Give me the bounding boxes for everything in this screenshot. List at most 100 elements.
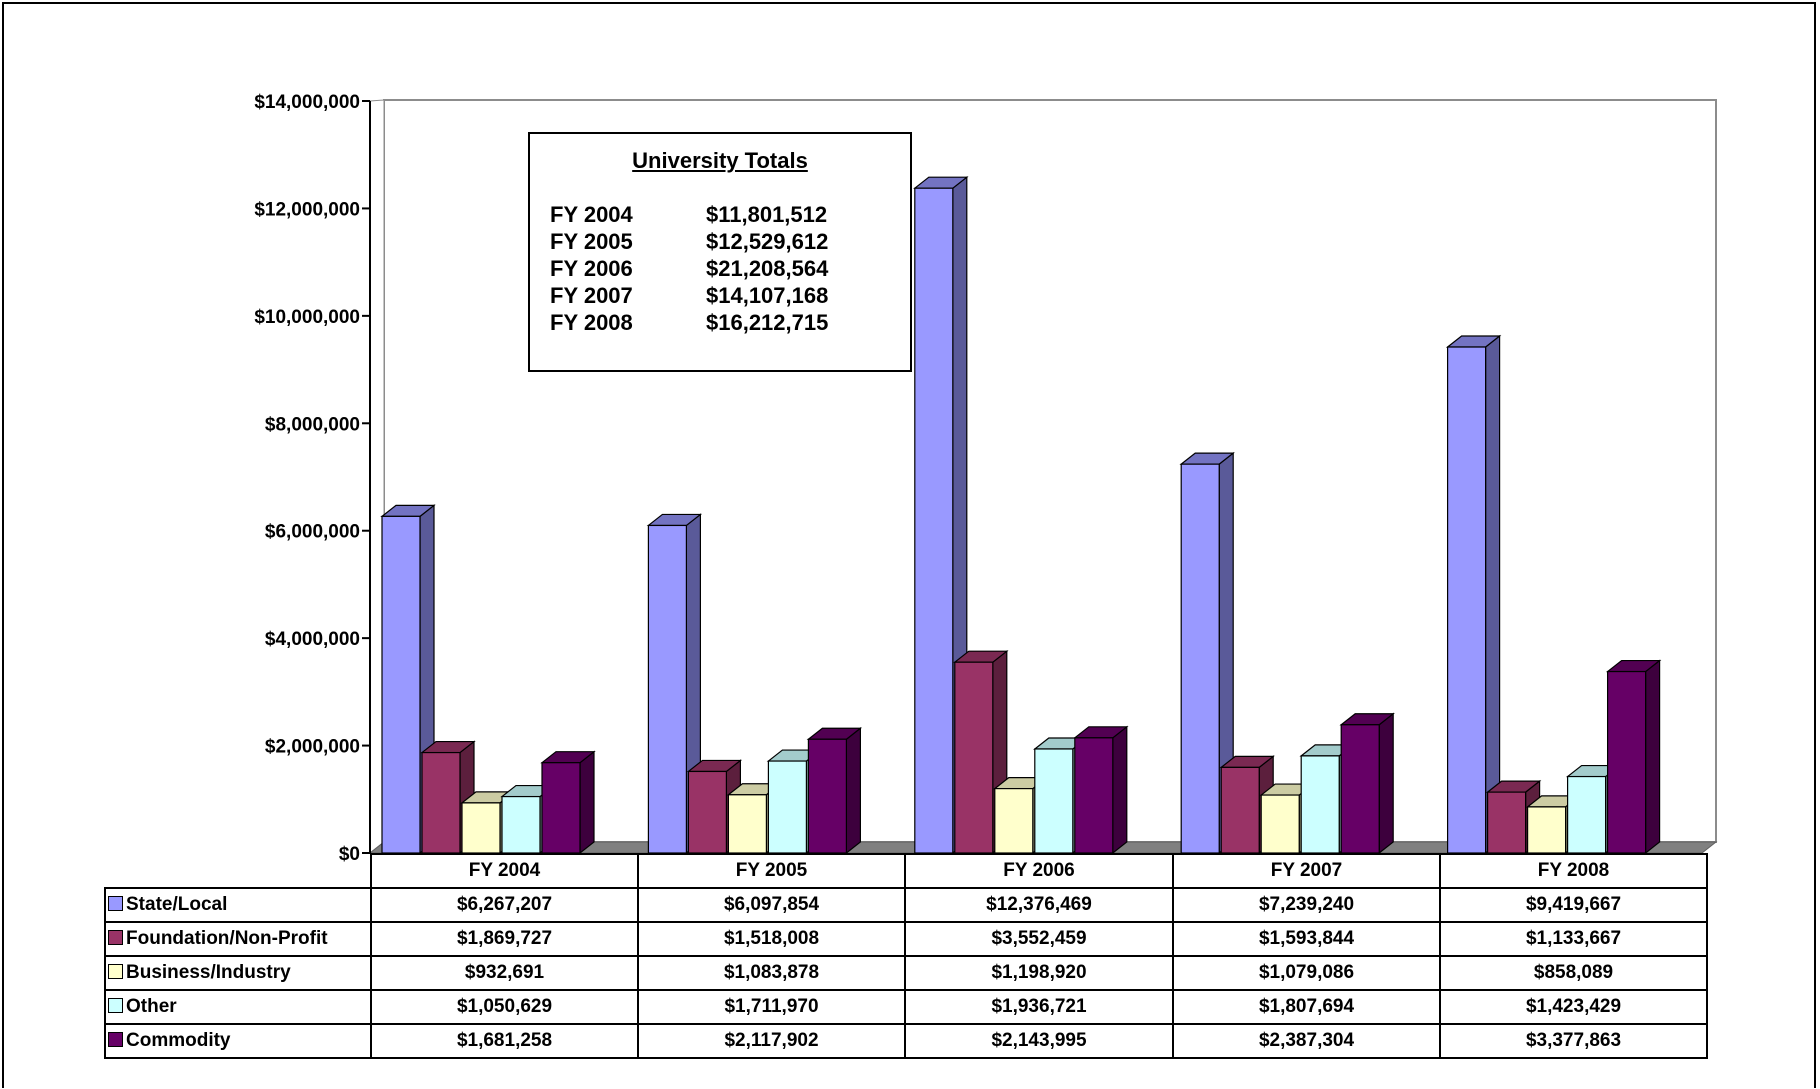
y-tick-label: $2,000,000 — [265, 737, 360, 758]
data-cell: $7,239,240 — [1172, 887, 1441, 923]
bar — [1526, 806, 1567, 854]
bar — [954, 661, 994, 854]
bar — [1340, 724, 1380, 854]
university-totals-box: University Totals FY 2004 $11,801,512 FY… — [528, 132, 912, 372]
data-cell: $1,869,727 — [370, 921, 639, 957]
totals-year: FY 2006 — [550, 256, 633, 281]
series-label: Commodity — [104, 1023, 372, 1059]
bar — [381, 515, 421, 854]
bar — [501, 795, 541, 854]
table-row: Commodity $1,681,258 $2,117,902 $2,143,9… — [104, 1023, 1708, 1059]
bar — [687, 770, 728, 854]
category-label: FY 2006 — [904, 853, 1174, 889]
bar-side — [1484, 334, 1501, 855]
y-tick-label: $8,000,000 — [265, 414, 360, 435]
bar — [1220, 766, 1260, 854]
totals-value: $16,212,715 — [706, 310, 829, 335]
table-row: Other $1,050,629 $1,711,970 $1,936,721 $… — [104, 989, 1708, 1025]
bar — [914, 187, 954, 854]
series-label: State/Local — [104, 887, 372, 923]
bar — [1034, 748, 1074, 854]
data-cell: $1,936,721 — [904, 989, 1174, 1025]
data-cell: $3,377,863 — [1439, 1023, 1708, 1059]
totals-year: FY 2005 — [550, 229, 633, 254]
totals-value: $21,208,564 — [706, 256, 829, 281]
bar — [461, 802, 501, 854]
bar — [541, 762, 581, 854]
data-cell: $1,198,920 — [904, 955, 1174, 991]
series-label: Foundation/Non-Profit — [104, 921, 372, 957]
data-cell: $1,423,429 — [1439, 989, 1708, 1025]
bar — [807, 738, 848, 854]
legend-swatch — [108, 1032, 123, 1048]
data-cell: $1,711,970 — [637, 989, 906, 1025]
bar — [1300, 755, 1340, 854]
bar — [1180, 463, 1220, 854]
bar — [727, 794, 768, 854]
bar-side — [1378, 712, 1394, 855]
y-tick-label: $14,000,000 — [254, 92, 360, 113]
bar-side — [1112, 725, 1128, 855]
series-name: Commodity — [126, 1030, 231, 1051]
legend-swatch — [108, 964, 123, 980]
data-cell: $6,097,854 — [637, 887, 906, 923]
data-cell: $1,593,844 — [1172, 921, 1441, 957]
series-name: State/Local — [126, 894, 228, 915]
totals-value: $14,107,168 — [706, 283, 829, 308]
category-label: FY 2004 — [370, 853, 639, 889]
bar-side — [845, 727, 862, 855]
data-cell: $1,807,694 — [1172, 989, 1441, 1025]
totals-year: FY 2007 — [550, 283, 633, 308]
legend-swatch — [108, 998, 123, 1014]
bar — [1606, 670, 1647, 854]
bar — [1446, 346, 1487, 854]
category-label: FY 2007 — [1172, 853, 1441, 889]
y-tick-label: $10,000,000 — [254, 307, 360, 328]
y-tick-label: $12,000,000 — [254, 199, 360, 220]
bar — [647, 524, 688, 854]
bar — [1486, 791, 1527, 854]
table-corner — [105, 854, 372, 889]
series-label: Other — [104, 989, 372, 1025]
category-label: FY 2008 — [1439, 853, 1708, 889]
data-cell: $2,387,304 — [1172, 1023, 1441, 1059]
totals-value: $11,801,512 — [706, 202, 828, 227]
table-row: State/Local $6,267,207 $6,097,854 $12,37… — [104, 887, 1708, 923]
data-cell: $6,267,207 — [370, 887, 639, 923]
totals-year: FY 2004 — [550, 202, 633, 227]
series-name: Foundation/Non-Profit — [126, 928, 328, 949]
y-tick-label: $4,000,000 — [265, 629, 360, 650]
bar-side — [579, 750, 595, 855]
totals-value: $12,529,612 — [706, 229, 829, 254]
bar — [1566, 775, 1607, 854]
series-name: Other — [126, 996, 177, 1017]
bar — [994, 788, 1034, 854]
totals-title: University Totals — [632, 148, 808, 173]
table-row: Business/Industry $932,691 $1,083,878 $1… — [104, 955, 1708, 991]
y-tick-label: $6,000,000 — [265, 522, 360, 543]
bar — [1074, 737, 1114, 854]
data-cell: $1,681,258 — [370, 1023, 639, 1059]
data-cell: $858,089 — [1439, 955, 1708, 991]
data-cell: $3,552,459 — [904, 921, 1174, 957]
data-cell: $1,079,086 — [1172, 955, 1441, 991]
bar — [421, 751, 461, 854]
totals-year: FY 2008 — [550, 310, 633, 335]
series-name: Business/Industry — [126, 962, 291, 983]
table-row: Foundation/Non-Profit $1,869,727 $1,518,… — [104, 921, 1708, 957]
data-cell: $2,143,995 — [904, 1023, 1174, 1059]
series-label: Business/Industry — [104, 955, 372, 991]
data-table: FY 2004 FY 2005 FY 2006 FY 2007 FY 2008 … — [104, 853, 1708, 1059]
category-label: FY 2005 — [637, 853, 906, 889]
bar — [767, 760, 808, 854]
data-cell: $1,133,667 — [1439, 921, 1708, 957]
data-cell: $1,083,878 — [637, 955, 906, 991]
data-cell: $2,117,902 — [637, 1023, 906, 1059]
bar-side — [1644, 659, 1661, 855]
legend-swatch — [108, 896, 123, 912]
data-cell: $932,691 — [370, 955, 639, 991]
data-cell: $1,518,008 — [637, 921, 906, 957]
data-cell: $9,419,667 — [1439, 887, 1708, 923]
table-header-row: FY 2004 FY 2005 FY 2006 FY 2007 FY 2008 — [105, 853, 1708, 889]
data-cell: $1,050,629 — [370, 989, 639, 1025]
